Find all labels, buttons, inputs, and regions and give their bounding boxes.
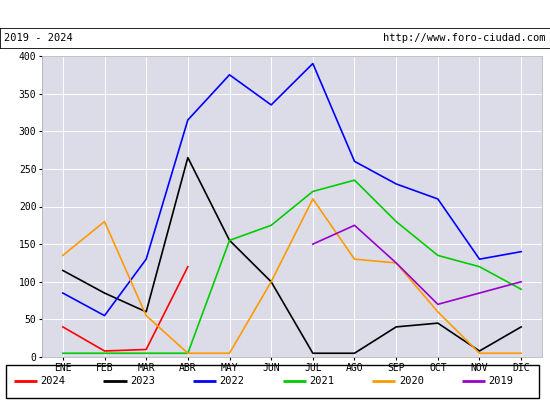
Text: 2024: 2024 xyxy=(40,376,65,386)
Text: 2022: 2022 xyxy=(219,376,244,386)
Text: 2021: 2021 xyxy=(309,376,334,386)
Text: 2019 - 2024: 2019 - 2024 xyxy=(4,33,73,43)
Text: http://www.foro-ciudad.com: http://www.foro-ciudad.com xyxy=(383,33,546,43)
Text: 2023: 2023 xyxy=(130,376,155,386)
FancyBboxPatch shape xyxy=(6,365,539,398)
Text: 2019: 2019 xyxy=(488,376,513,386)
Text: Evolucion Nº Turistas Nacionales en el municipio de Manzanares de Rioja: Evolucion Nº Turistas Nacionales en el m… xyxy=(9,8,541,20)
Text: 2020: 2020 xyxy=(399,376,424,386)
